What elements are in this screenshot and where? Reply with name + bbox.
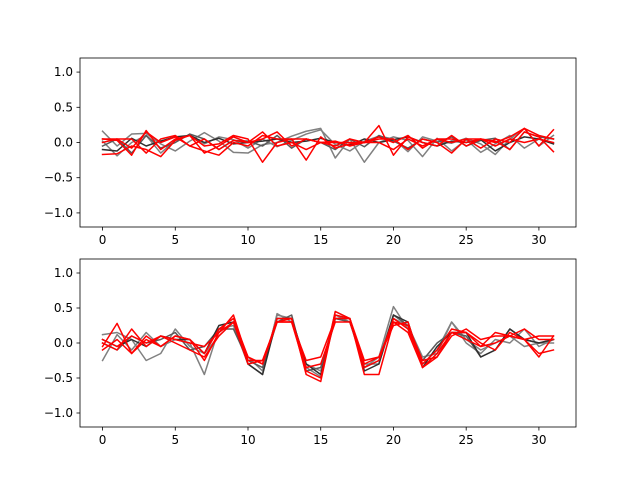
series-group [101,305,555,383]
x-tick-label: 15 [313,233,328,247]
x-tick-label: 15 [313,433,328,447]
y-tick-label: 0.5 [54,301,73,315]
chart-panel-2: 0 5 10 15 20 25 30 −1.0 −0.5 0.0 0.5 1.0 [44,258,577,447]
y-tick-label: 1.0 [54,65,73,79]
y-tick-label: 0.0 [54,136,73,150]
series-line-7 [101,317,555,369]
y-tick-label: −0.5 [44,371,73,385]
x-tick-label: 20 [386,233,401,247]
x-tick-label: 10 [240,233,255,247]
x-tick-label: 0 [99,233,107,247]
x-tick-label: 5 [171,233,179,247]
series-line-8 [101,134,555,156]
x-tick-label: 0 [99,433,107,447]
series-group [101,124,555,163]
x-tick-label: 20 [386,433,401,447]
x-tick-label: 25 [459,233,474,247]
x-tick-label: 25 [459,433,474,447]
panels: 0 5 10 15 20 25 30 −1.0 −0.5 0.0 0.5 1.0 0 5 10 15 20 25 3… [44,57,577,447]
y-tick-label: −1.0 [44,406,73,420]
x-tick-label: 10 [240,433,255,447]
x-tick-label: 5 [171,433,179,447]
y-tick-label: 0.5 [54,100,73,114]
y-tick-label: 1.0 [54,266,73,280]
x-tick-label: 30 [531,233,546,247]
y-tick-label: 0.0 [54,336,73,350]
x-tick-label: 30 [531,433,546,447]
y-tick-label: −0.5 [44,171,73,185]
chart-panel-1: 0 5 10 15 20 25 30 −1.0 −0.5 0.0 0.5 1.0 [44,57,577,247]
y-tick-label: −1.0 [44,206,73,220]
series-line-8 [101,317,555,365]
series-line-3 [101,131,555,154]
